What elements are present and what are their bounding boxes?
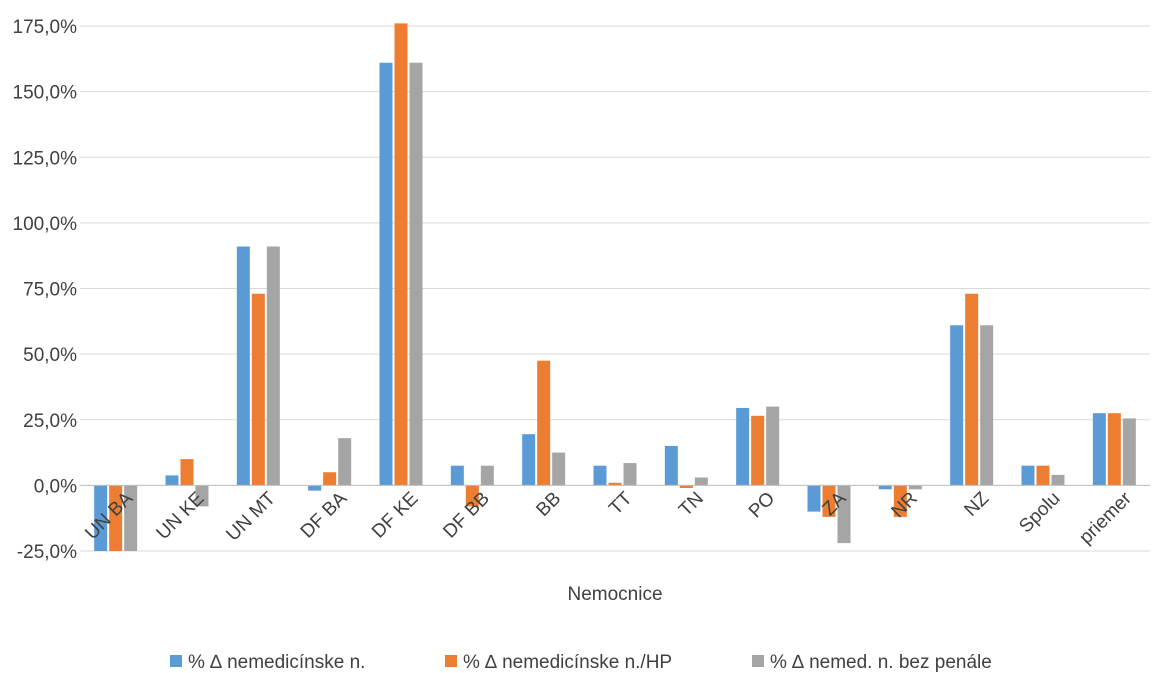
y-tick-label: 150,0% [13,83,78,104]
bar [694,477,708,486]
legend-swatch [170,655,182,667]
bar [180,459,194,486]
bar [480,465,494,486]
bar [394,23,408,486]
bar-series [94,23,1136,551]
bar [1051,474,1065,486]
y-tick-label: 75,0% [23,280,77,301]
x-axis-title: Nemocnice [567,584,662,605]
bar [751,415,765,486]
bar [1021,465,1035,486]
legend-label: % ∆ nemedicínske n./HP [463,652,672,673]
bar [664,446,678,486]
legend-item: % ∆ nemedicínske n. [170,652,365,673]
x-category-label: BB [532,488,565,521]
bar [736,407,750,486]
legend-swatch [445,655,457,667]
bar [878,485,892,490]
bar [552,452,566,486]
y-tick-label: 0,0% [34,476,77,497]
x-category-label: TT [605,488,637,520]
bar [195,485,209,507]
legend-label: % ∆ nemedicínske n. [188,652,365,673]
bar [608,482,622,486]
bar [837,485,851,544]
bar [308,485,322,491]
x-category-label: Spolu [1015,488,1064,537]
bar [807,485,821,512]
bar [965,293,979,486]
x-category-label: NR [888,488,922,522]
y-tick-label: 100,0% [13,214,78,235]
y-axis-tick-labels: -25,0% 0,0% 25,0% 50,0% 75,0% 100,0% 125,0% 150… [13,17,78,563]
bar [236,246,250,486]
bar [623,463,637,486]
bar [537,360,551,486]
bar [338,438,352,486]
x-category-label: UN KE [153,488,209,544]
bar [379,62,393,486]
bar [323,472,337,486]
legend-item: % ∆ nemed. n. bez penále [752,652,992,673]
bar [251,293,265,486]
x-category-label: DF KE [368,488,422,542]
series-1 [94,62,1106,551]
x-category-label: priemer [1075,488,1136,549]
bar [409,62,423,486]
bar [593,465,607,486]
bar [165,475,179,486]
bar [1036,465,1050,486]
y-tick-label: 25,0% [23,411,77,432]
y-tick-label: 175,0% [13,17,78,38]
bar [1107,413,1121,486]
x-category-label: PO [745,488,779,522]
bar [822,485,836,517]
bar [1122,418,1136,486]
x-category-label: DF BA [297,488,352,543]
bar [908,485,922,490]
bar [1092,413,1106,486]
legend-item: % ∆ nemedicínske n./HP [445,652,672,673]
bar [124,485,138,551]
x-category-label: TN [675,488,708,521]
series-2 [109,23,1121,551]
bar [94,485,108,551]
y-tick-label: -25,0% [17,542,77,563]
x-category-label: UN MT [222,488,280,546]
bar [679,485,693,488]
bar [522,434,536,486]
bar [950,325,964,486]
x-axis-category-labels: UN BA UN KE UN MT DF BA DF KE DF BB BB TT TN PO ZA… [81,488,1136,549]
legend: % ∆ nemedicínske n. % ∆ nemedicínske n./H… [170,652,992,673]
bar [266,246,280,486]
bar [980,325,994,486]
bar [109,485,123,551]
x-category-label: NZ [960,488,993,521]
series-3 [124,62,1136,551]
legend-swatch [752,655,764,667]
bar [893,485,907,517]
bar [450,465,464,486]
bar [766,406,780,486]
legend-label: % ∆ nemed. n. bez penále [770,652,992,673]
y-tick-label: 125,0% [13,148,78,169]
bar [465,485,479,507]
y-tick-label: 50,0% [23,345,77,366]
